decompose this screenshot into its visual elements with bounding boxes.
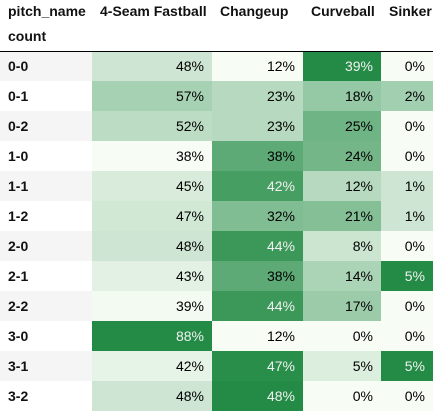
row-label: 3-1 [0,351,92,381]
table-cell: 14% [303,261,381,291]
table-cell: 45% [92,171,212,201]
table-cell: 42% [92,351,212,381]
table-cell: 18% [303,81,381,111]
row-label: 3-0 [8,328,29,344]
table-cell: 23% [212,111,303,141]
column-header-changeup: Changeup [220,2,289,19]
table-row: 2-2 39% 44% 17% 0% [0,291,433,321]
row-label: 1-1 [0,171,92,201]
table-row: 0-2 52% 23% 25% 0% [0,111,433,141]
table-cell: 47% [212,351,303,381]
table-cell: 52% [92,111,212,141]
row-label: 1-0 [8,148,29,164]
row-label: 0-0 [0,51,92,81]
table-cell: 44% [212,231,303,261]
table-cell: 48% [92,231,212,261]
table-cell: 0% [381,141,433,171]
table-cell: 39% [92,291,212,321]
blank-header-cell [381,21,433,52]
blank-header-cell [303,21,381,52]
table-cell: 1% [381,201,433,231]
row-label: 2-0 [0,231,92,261]
row-label: 0-2 [0,111,92,141]
table-cell: 47% [92,201,212,231]
table-cell: 12% [303,171,381,201]
table-cell: 0% [381,231,433,261]
table-row: 1-1 45% 42% 12% 1% [0,171,433,201]
table-cell: 0% [303,321,381,351]
table-cell: 48% [92,381,212,411]
blank-header-cell [92,21,212,52]
table-cell: 48% [92,51,212,81]
blank-header-cell [212,21,303,52]
table-cell: 38% [212,261,303,291]
table-cell: 5% [303,351,381,381]
table-row: 3-1 42% 47% 5% 5% [0,351,433,381]
table-body: 0-0 48% 12% 39% 0% 0-1 57% 23% 18% 2% 0-2 52% 23% 25%… [0,51,433,411]
table-cell: 43% [92,261,212,291]
table-cell: 12% [212,51,303,81]
row-label: 2-2 [0,291,92,321]
table-cell: 21% [303,201,381,231]
table-cell: 44% [212,291,303,321]
table-cell: 0% [303,381,381,411]
table-row: 2-1 43% 38% 14% 5% [0,261,433,291]
table-cell: 42% [212,171,303,201]
table-cell: 48% [212,381,303,411]
table-row: 2-0 48% 44% 8% 0% [0,231,433,261]
table-cell: 0% [381,321,433,351]
row-index-name: count [0,21,92,52]
table-cell: 39% [303,51,381,81]
column-header-4-seam-fastball: 4-Seam Fastball [100,2,207,19]
table-cell: 23% [212,81,303,111]
table-cell: 12% [212,321,303,351]
row-label: 1-2 [8,208,29,224]
row-index-header-row: count [0,21,433,52]
table-cell: 17% [303,291,381,321]
table-row: 1-0 38% 38% 24% 0% [0,141,433,171]
table-cell: 5% [381,261,433,291]
table-cell: 25% [303,111,381,141]
table-row: 0-0 48% 12% 39% 0% [0,51,433,81]
row-label: 3-2 [8,388,29,404]
column-header-row: pitch_name 4-Seam Fastball Changeup Curv… [0,0,433,21]
table-cell: 88% [92,321,212,351]
table-row: 0-1 57% 23% 18% 2% [0,81,433,111]
table-cell: 38% [212,141,303,171]
row-label: 2-1 [8,268,29,284]
column-header-sinker: Sinker [389,2,432,19]
column-index-name: pitch_name [8,2,86,19]
table-cell: 1% [381,171,433,201]
table-row: 3-2 48% 48% 0% 0% [0,381,433,411]
table-cell: 24% [303,141,381,171]
table-cell: 0% [381,381,433,411]
table-cell: 0% [381,51,433,81]
table-cell: 8% [303,231,381,261]
table-row: 3-0 88% 12% 0% 0% [0,321,433,351]
row-label: 0-1 [8,88,29,104]
table-cell: 5% [381,351,433,381]
column-header-curveball: Curveball [311,2,375,19]
table-cell: 0% [381,111,433,141]
table-cell: 57% [92,81,212,111]
table-cell: 32% [212,201,303,231]
table-cell: 0% [381,291,433,321]
table-row: 1-2 47% 32% 21% 1% [0,201,433,231]
table-cell: 38% [92,141,212,171]
table-cell: 2% [381,81,433,111]
